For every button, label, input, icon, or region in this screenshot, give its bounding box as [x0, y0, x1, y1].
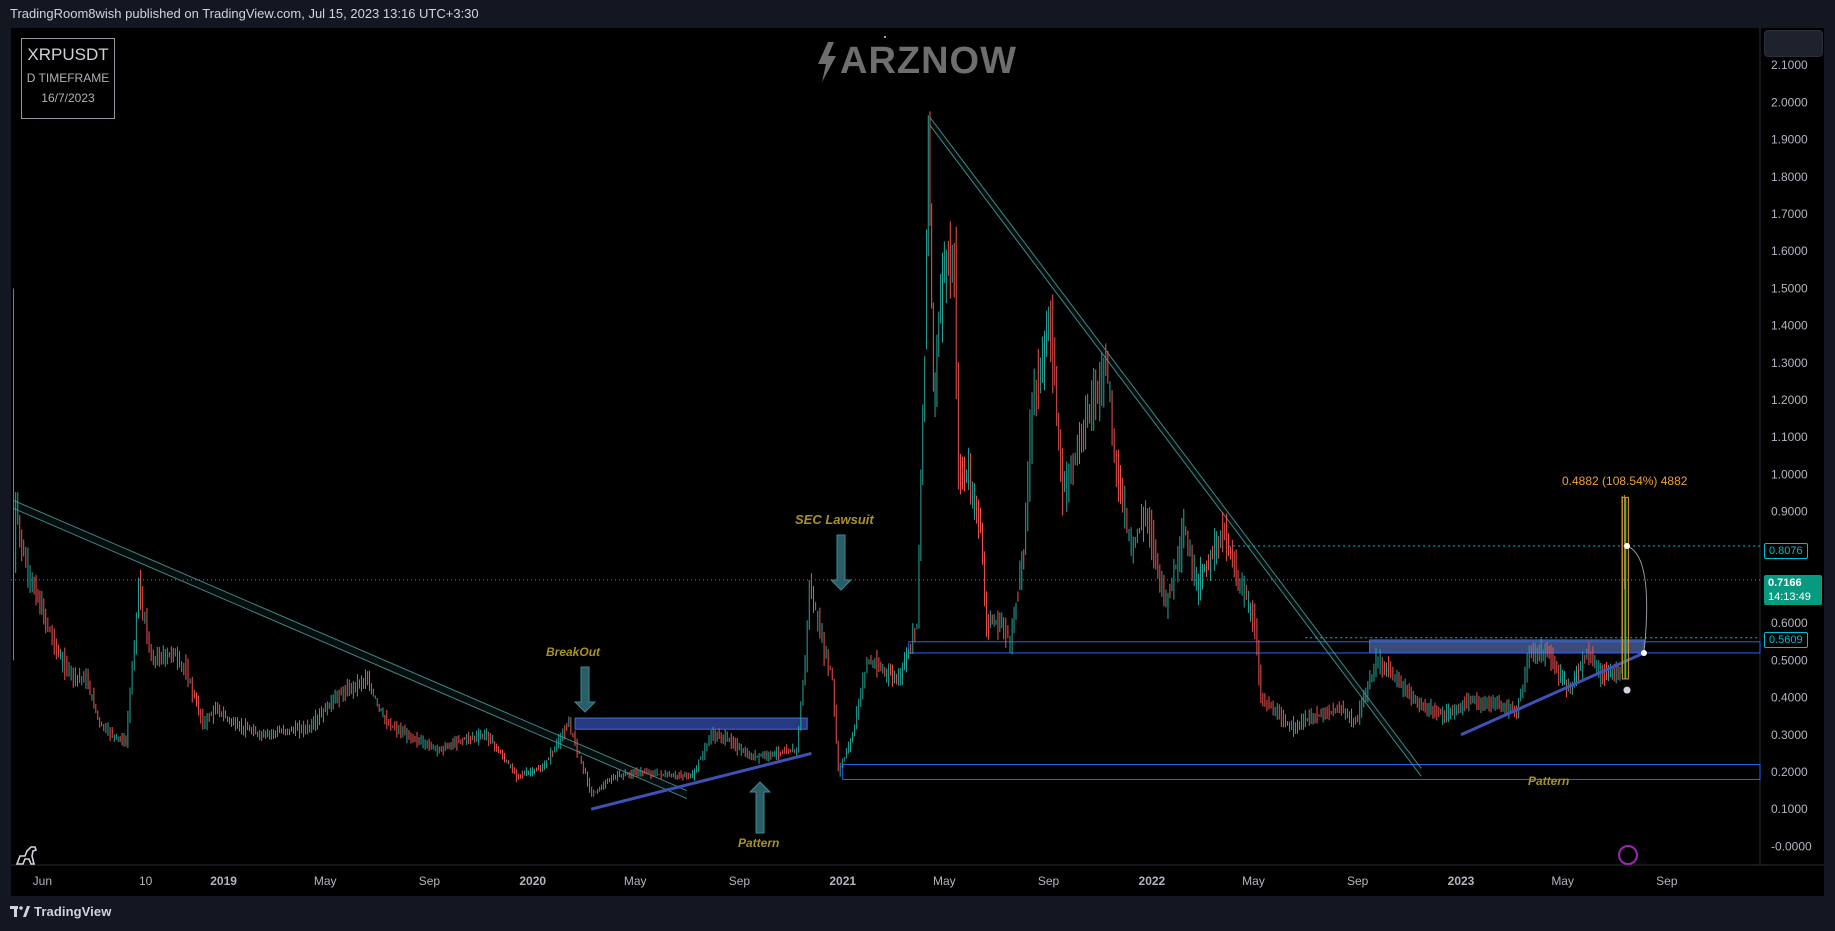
descending-channel-2-fill [929, 117, 1422, 777]
clock-marker-icon [1623, 686, 1631, 694]
price-axis-label: 1.4000 [1771, 319, 1808, 333]
footer-bar: TradingView [0, 896, 1835, 931]
price-axis-label: 2.1000 [1771, 58, 1808, 72]
time-axis-label: 2019 [210, 874, 237, 888]
price-axis-label: 0.4000 [1771, 691, 1808, 705]
price-axis-label: 0.5000 [1771, 653, 1808, 667]
timeframe-label: D TIMEFRAME [26, 71, 110, 85]
sec-lawsuit-annotation: SEC Lawsuit [795, 512, 874, 527]
time-axis-label: 2021 [829, 874, 856, 888]
time-axis-label: 2022 [1139, 874, 1166, 888]
pattern-annotation-left: Pattern [738, 836, 780, 850]
measure-label: 0.4882 (108.54%) 4882 [1562, 474, 1688, 488]
breakout-annotation: BreakOut [546, 645, 601, 659]
publish-header: TradingRoom8wish published on TradingVie… [0, 0, 1835, 28]
price-axis-label: 0.9000 [1771, 505, 1808, 519]
price-axis-label: 1.6000 [1771, 244, 1808, 258]
time-axis-label: Sep [419, 874, 441, 888]
price-axis-label: 1.5000 [1771, 281, 1808, 295]
time-axis-label: May [314, 874, 337, 888]
time-axis-label: May [933, 874, 956, 888]
price-axis-label: 1.7000 [1771, 207, 1808, 221]
time-axis-label: Sep [1656, 874, 1678, 888]
price-axis-label: 1.8000 [1771, 170, 1808, 184]
chart-frame[interactable] [11, 28, 1824, 896]
time-axis-label: Sep [1038, 874, 1060, 888]
time-axis-label: May [1551, 874, 1574, 888]
arznow-watermark: ARZNOW [814, 40, 1017, 83]
date-label: 16/7/2023 [41, 91, 95, 105]
price-chart[interactable]: 2.1000 2.0000 1.9000 1.8000 1.7000 1.6000 1.50… [0, 0, 1835, 896]
alerts-icon[interactable] [1618, 845, 1638, 865]
tradingview-logo-icon [10, 905, 30, 917]
chart-settings-button[interactable] [1764, 30, 1823, 57]
bolt-icon [818, 41, 836, 82]
price-axis-label: 0.6000 [1771, 616, 1808, 630]
price-axis-label: 1.0000 [1771, 467, 1808, 481]
descending-channel-1-fill [13, 500, 687, 799]
time-axis-label: 10 [139, 874, 153, 888]
price-axis-label: 1.3000 [1771, 356, 1808, 370]
descending-channel-1-lower [13, 507, 688, 800]
level-low-tag: 0.5609 [1764, 632, 1808, 648]
last-price-tag: 0.7166 14:13:49 [1764, 575, 1822, 605]
dino-icon[interactable] [14, 842, 40, 868]
price-axis-label: 0.3000 [1771, 728, 1808, 742]
symbol-label: XRPUSDT [27, 45, 109, 64]
pattern-arrow-icon [748, 781, 772, 834]
projection-arc [1626, 545, 1648, 654]
time-axis-label: May [1242, 874, 1265, 888]
symbol-info-box: XRPUSDT D TIMEFRAME 16/7/2023 [21, 38, 115, 119]
projection-end-point [1640, 649, 1647, 656]
time-axis-label: Sep [1347, 874, 1369, 888]
time-axis-label: May [624, 874, 647, 888]
support-line-2023 [1460, 651, 1645, 737]
bar-countdown: 14:13:49 [1768, 591, 1811, 603]
tradingview-logo[interactable]: TradingView [10, 904, 111, 919]
time-axis-label: 2020 [519, 874, 546, 888]
projection-start-point [1624, 542, 1631, 549]
zone-2020 [574, 717, 808, 730]
watermark-text: ARZNOW [840, 40, 1017, 82]
level-high-tag: 0.8076 [1764, 543, 1808, 559]
price-axis-label: 1.1000 [1771, 430, 1808, 444]
price-axis-label: 1.2000 [1771, 393, 1808, 407]
price-axis-label: -0.0000 [1771, 839, 1812, 853]
pattern-annotation-right: Pattern [1528, 774, 1570, 788]
price-axis-label: 0.2000 [1771, 765, 1808, 779]
price-axis-label: 0.1000 [1771, 802, 1808, 816]
tradingview-brand: TradingView [34, 904, 112, 919]
time-axis-label: Sep [729, 874, 751, 888]
time-axis-label: Jun [33, 874, 52, 888]
last-price-value: 0.7166 [1768, 577, 1802, 589]
price-axis-label: 1.9000 [1771, 133, 1808, 147]
publish-line: TradingRoom8wish published on TradingVie… [10, 6, 479, 21]
descending-channel-2-lower [929, 124, 1422, 777]
zone-2021-low [842, 764, 1761, 780]
sec-lawsuit-arrow-icon [829, 534, 853, 591]
breakout-arrow-icon [573, 666, 597, 713]
support-line-2020 [590, 751, 812, 811]
top-dot [884, 36, 886, 38]
time-axis-label: 2023 [1448, 874, 1475, 888]
descending-channel-2-upper [929, 116, 1422, 769]
price-axis-label: 2.0000 [1771, 95, 1808, 109]
